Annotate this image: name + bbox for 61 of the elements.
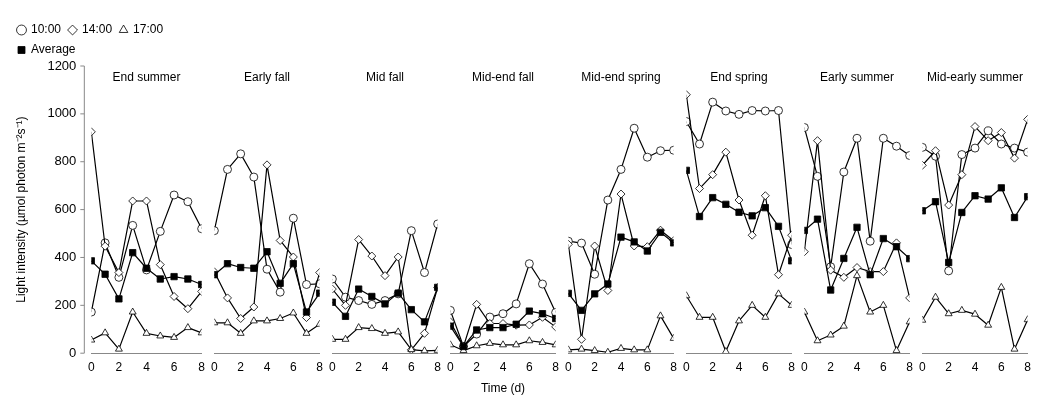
x-tick-label: 8 <box>788 359 796 374</box>
y-tick-label: 600 <box>54 201 77 217</box>
x-tick-label: 2 <box>827 359 835 374</box>
x-axis-title: Time (d) <box>480 381 526 396</box>
x-tick-label: 6 <box>407 359 415 374</box>
x-tick-label: 8 <box>316 359 324 374</box>
chart-title: Mid-end fall <box>471 70 535 85</box>
x-tick-label: 4 <box>263 359 271 374</box>
x-tick-label: 2 <box>115 359 123 374</box>
x-tick-label: 4 <box>735 359 743 374</box>
x-tick-label: 0 <box>918 359 926 374</box>
x-tick-label: 4 <box>617 359 625 374</box>
x-tick-label: 4 <box>853 359 861 374</box>
x-tick-label: 0 <box>328 359 336 374</box>
x-tick-label: 6 <box>170 359 178 374</box>
chart-title: Early fall <box>243 70 291 85</box>
x-tick-label: 2 <box>591 359 599 374</box>
x-tick-label: 0 <box>564 359 572 374</box>
y-axis-title: Light intensity (µmol photon m⁻²s⁻¹) <box>13 116 28 303</box>
x-tick-label: 4 <box>971 359 979 374</box>
x-tick-label: 6 <box>643 359 651 374</box>
x-tick-label: 2 <box>709 359 717 374</box>
x-tick-label: 8 <box>670 359 678 374</box>
x-tick-label: 6 <box>525 359 533 374</box>
x-tick-label: 0 <box>682 359 690 374</box>
chart-title: Mid-end spring <box>581 70 661 85</box>
x-tick-label: 2 <box>237 359 245 374</box>
y-tick-label: 200 <box>54 296 77 312</box>
x-tick-label: 0 <box>87 359 95 374</box>
y-tick-label: 1000 <box>47 105 77 121</box>
chart-title: Mid-early summer <box>926 70 1024 85</box>
x-tick-label: 0 <box>800 359 808 374</box>
x-tick-label: 0 <box>446 359 454 374</box>
x-tick-label: 6 <box>879 359 887 374</box>
legend-label: 10:00 <box>31 22 62 37</box>
y-tick-label: 1200 <box>47 57 77 73</box>
x-tick-label: 8 <box>198 359 206 374</box>
legend-label: Average <box>31 42 76 57</box>
x-tick-label: 2 <box>355 359 363 374</box>
x-tick-label: 8 <box>434 359 442 374</box>
chart-title: End summer <box>112 70 181 85</box>
x-tick-label: 6 <box>997 359 1005 374</box>
chart-title: End spring <box>710 70 768 85</box>
x-tick-label: 4 <box>381 359 389 374</box>
y-tick-label: 0 <box>69 344 77 360</box>
legend-label: 17:00 <box>133 22 164 37</box>
x-tick-label: 2 <box>473 359 481 374</box>
x-tick-label: 4 <box>499 359 507 374</box>
x-tick-label: 0 <box>210 359 218 374</box>
x-tick-label: 8 <box>552 359 560 374</box>
x-tick-label: 8 <box>1024 359 1032 374</box>
y-tick-label: 400 <box>54 249 77 265</box>
x-tick-label: 8 <box>906 359 914 374</box>
x-tick-label: 4 <box>143 359 151 374</box>
legend-label: 14:00 <box>82 22 113 37</box>
x-tick-label: 6 <box>289 359 297 374</box>
chart-title: Mid fall <box>365 70 405 85</box>
chart-title: Early summer <box>819 70 895 85</box>
x-tick-label: 2 <box>945 359 953 374</box>
y-tick-label: 800 <box>54 153 77 169</box>
x-tick-label: 6 <box>761 359 769 374</box>
